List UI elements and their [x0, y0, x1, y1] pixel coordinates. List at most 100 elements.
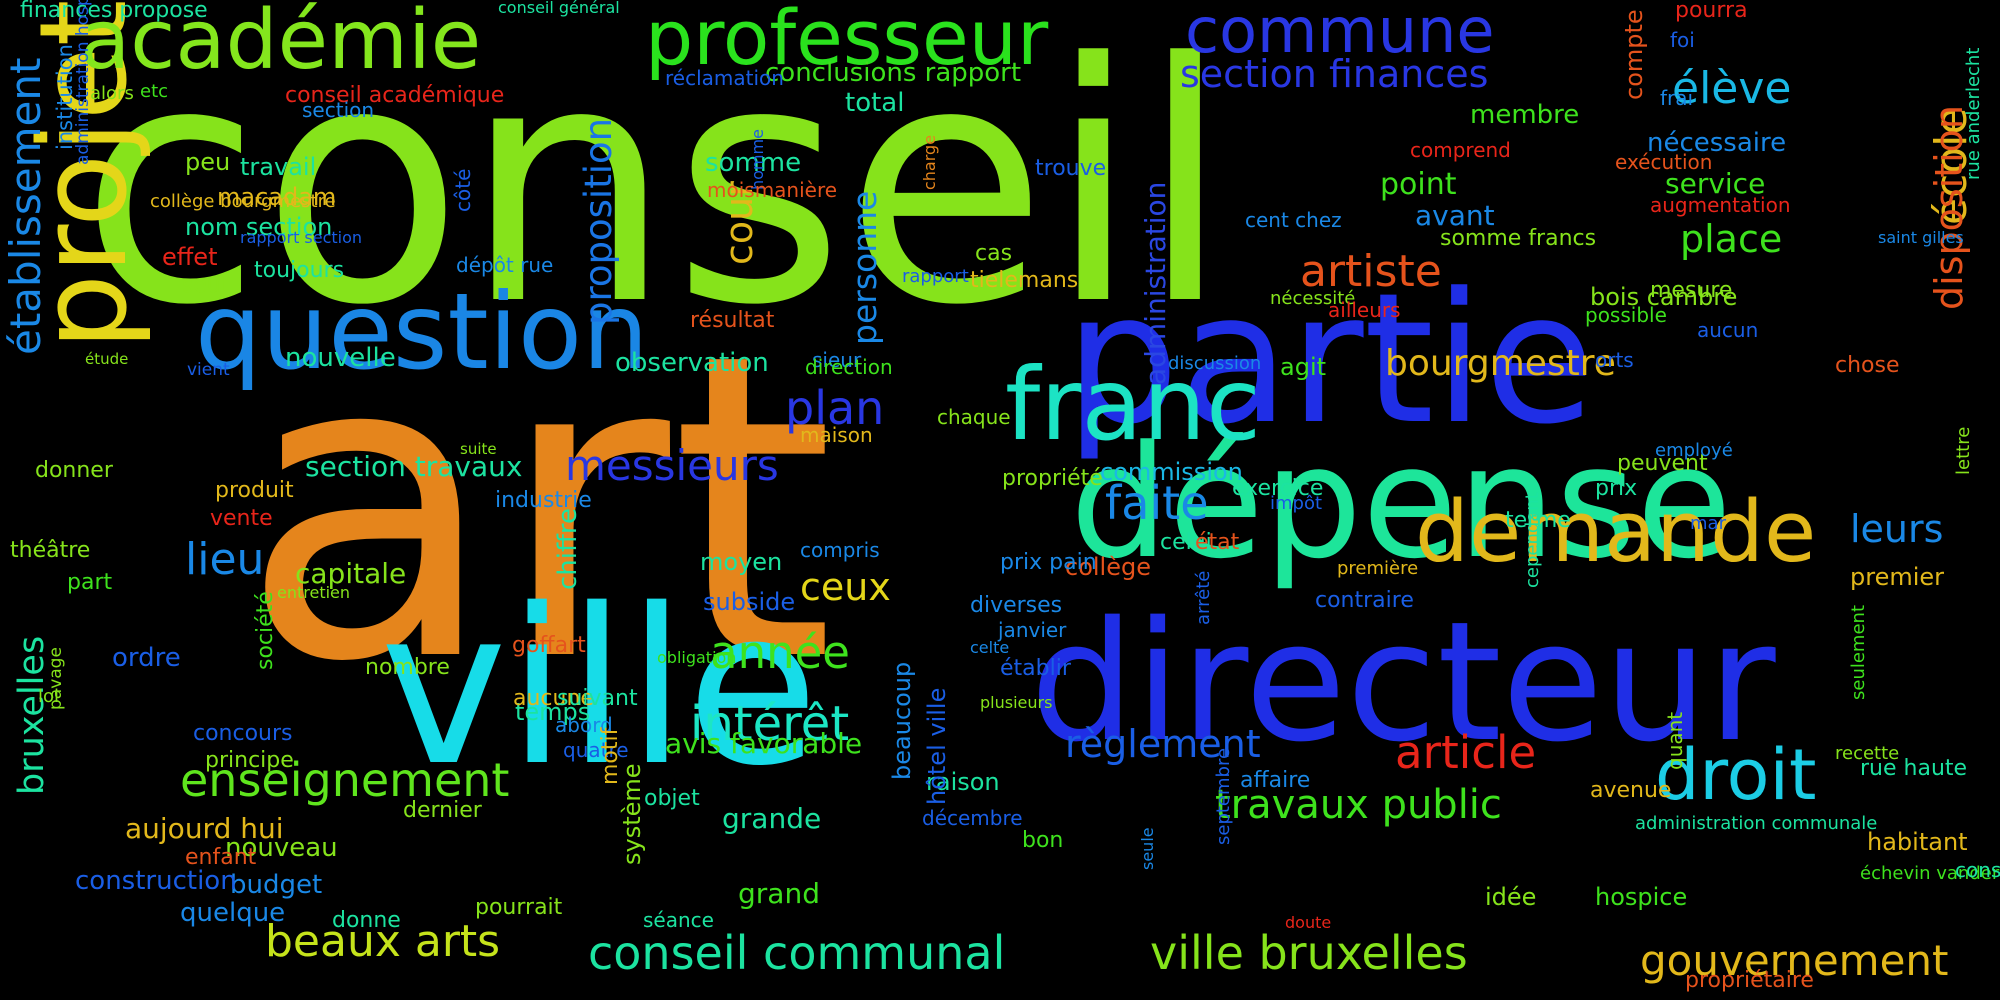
word-sieur: sieur: [812, 348, 862, 372]
word-quatre: quatre: [563, 738, 629, 762]
word-collège: collège: [1065, 553, 1151, 581]
word-considérable: considérable: [1955, 858, 2000, 882]
word-discussion: discussion: [1168, 353, 1262, 374]
word-travaux-public: travaux public: [1215, 782, 1502, 828]
word-nom-section: nom section: [185, 213, 333, 241]
word-diverses: diverses: [970, 593, 1063, 618]
word-rapport: rapport: [902, 266, 969, 287]
word-question: question: [195, 271, 649, 393]
word-exécution: exécution: [1615, 150, 1713, 174]
word-directeur: directeur: [1030, 586, 1776, 778]
word-somme: somme: [705, 148, 802, 178]
word-élève: élève: [1672, 63, 1792, 114]
word-ailleurs: ailleurs: [1328, 298, 1401, 322]
word-nécessité: nécessité: [1270, 288, 1356, 309]
word-saint-gilles: saint gilles: [1878, 228, 1964, 247]
word-raison: raison: [926, 768, 1000, 796]
word-collège-bourgmestre: collège bourgmestre: [150, 191, 336, 212]
word-orts: orts: [1595, 348, 1634, 372]
word-dépôt-rue: dépôt rue: [456, 253, 554, 277]
word-pavage: pavage: [46, 647, 66, 710]
word-séance: séance: [643, 908, 714, 932]
word-peu: peu: [185, 148, 231, 176]
word-point: point: [1380, 167, 1457, 202]
word-pourrait: pourrait: [475, 895, 563, 920]
word-système: système: [618, 763, 646, 865]
word-administration: administration: [1139, 181, 1172, 385]
word-section-travaux: section travaux: [305, 450, 523, 483]
word-art: art: [240, 265, 835, 754]
word-vente: vente: [210, 506, 273, 531]
word-échevin-vanderlinden: échevin vanderlinden: [1860, 863, 2000, 884]
word-théâtre: théâtre: [10, 538, 91, 563]
word-professeur: professeur: [645, 0, 1049, 82]
word-état: état: [1195, 530, 1240, 555]
word-abord: abord: [555, 713, 613, 737]
word-maison: maison: [800, 423, 873, 447]
word-frai: frai: [1660, 86, 1694, 110]
word-nécessaire: nécessaire: [1647, 128, 1787, 158]
word-celui: celui: [1160, 530, 1212, 555]
word-artiste: artiste: [1300, 246, 1442, 297]
word-propriété: propriété: [1002, 466, 1103, 491]
word-bon: bon: [1022, 828, 1064, 853]
word-prix: prix: [1595, 476, 1638, 501]
word-côté: côté: [451, 168, 475, 212]
word-loi: loi: [38, 686, 60, 707]
word-vient: vient: [187, 360, 230, 380]
word-exercice: exercice: [1232, 476, 1324, 501]
word-grand: grand: [738, 877, 820, 910]
word-toujours: toujours: [254, 258, 345, 283]
word-règlement: règlement: [1065, 722, 1261, 766]
word-dépense: dépense: [1070, 412, 1732, 593]
word-recette: recette: [1835, 743, 1900, 764]
word-seul: seul: [182, 273, 228, 298]
word-conseil-académique: conseil académique: [285, 83, 505, 108]
word-conseil-général: conseil général: [498, 0, 620, 17]
word-résultat: résultat: [690, 308, 775, 333]
word-chose: chose: [1835, 353, 1900, 378]
word-hospice: hospice: [1595, 883, 1688, 911]
word-franc: franc: [1005, 346, 1261, 463]
word-possible: possible: [1585, 303, 1667, 327]
word-comprend: comprend: [1410, 138, 1511, 162]
word-avis-favorable: avis favorable: [665, 727, 863, 760]
word-donne: donne: [332, 908, 401, 933]
word-industrie: industrie: [495, 488, 592, 513]
word-aujourd-hui: aujourd hui: [125, 812, 284, 845]
word-grande: grande: [722, 802, 822, 835]
word-impôt: impôt: [1270, 493, 1323, 514]
word-capitale: capitale: [295, 557, 407, 590]
word-première: première: [1337, 558, 1419, 579]
word-partie: partie: [1065, 255, 1595, 464]
word-pourra: pourra: [1675, 0, 1748, 23]
word-messieurs: messieurs: [565, 441, 779, 490]
word-total: total: [845, 88, 905, 118]
word-avant: avant: [1415, 199, 1495, 232]
word-rue-anderlecht: rue anderlecht: [1963, 47, 1984, 180]
word-foi: foi: [1670, 28, 1695, 52]
word-année: année: [710, 626, 850, 679]
word-aucune: aucune: [513, 686, 594, 711]
word-nouvelle: nouvelle: [285, 343, 396, 373]
word-peuvent: peuvent: [1617, 451, 1708, 476]
word-leurs: leurs: [1850, 507, 1944, 551]
word-aucun: aucun: [1697, 318, 1759, 342]
word-membre: membre: [1470, 100, 1580, 130]
word-entretien: entretien: [277, 583, 351, 602]
word-conseil: conseil: [80, 0, 1231, 377]
word-service: service: [1665, 167, 1766, 200]
word-compte: compte: [1620, 9, 1648, 100]
word-nombre: nombre: [365, 655, 450, 680]
word-part: part: [67, 570, 113, 595]
word-direction: direction: [805, 355, 893, 379]
word-cas: cas: [975, 241, 1013, 266]
word-effet: effet: [162, 243, 218, 271]
word-suivant: suivant: [557, 686, 638, 711]
word-rapport-section: rapport section: [240, 228, 363, 247]
word-plusieurs: plusieurs: [980, 693, 1053, 712]
word-principe: principe: [205, 748, 294, 773]
word-terme: terme: [1505, 508, 1571, 533]
word-ville: ville: [380, 562, 819, 813]
